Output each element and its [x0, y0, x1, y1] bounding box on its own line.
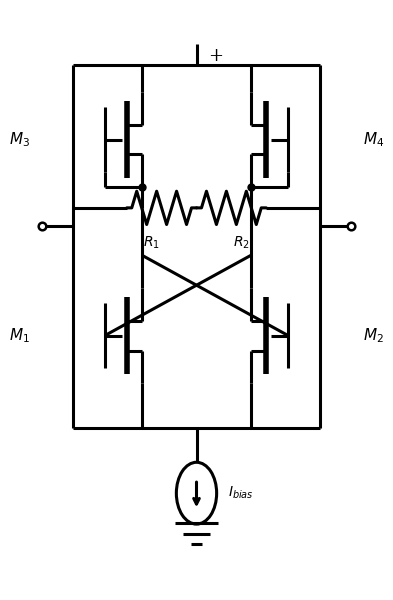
Text: $M_4$: $M_4$: [363, 130, 384, 149]
Text: $R_1$: $R_1$: [143, 235, 160, 251]
Text: $M_1$: $M_1$: [9, 326, 30, 345]
Text: $R_2$: $R_2$: [233, 235, 250, 251]
Text: $M_3$: $M_3$: [9, 130, 30, 149]
Text: $M_2$: $M_2$: [363, 326, 384, 345]
Text: $I_{bias}$: $I_{bias}$: [228, 485, 254, 502]
Text: +: +: [208, 47, 223, 65]
